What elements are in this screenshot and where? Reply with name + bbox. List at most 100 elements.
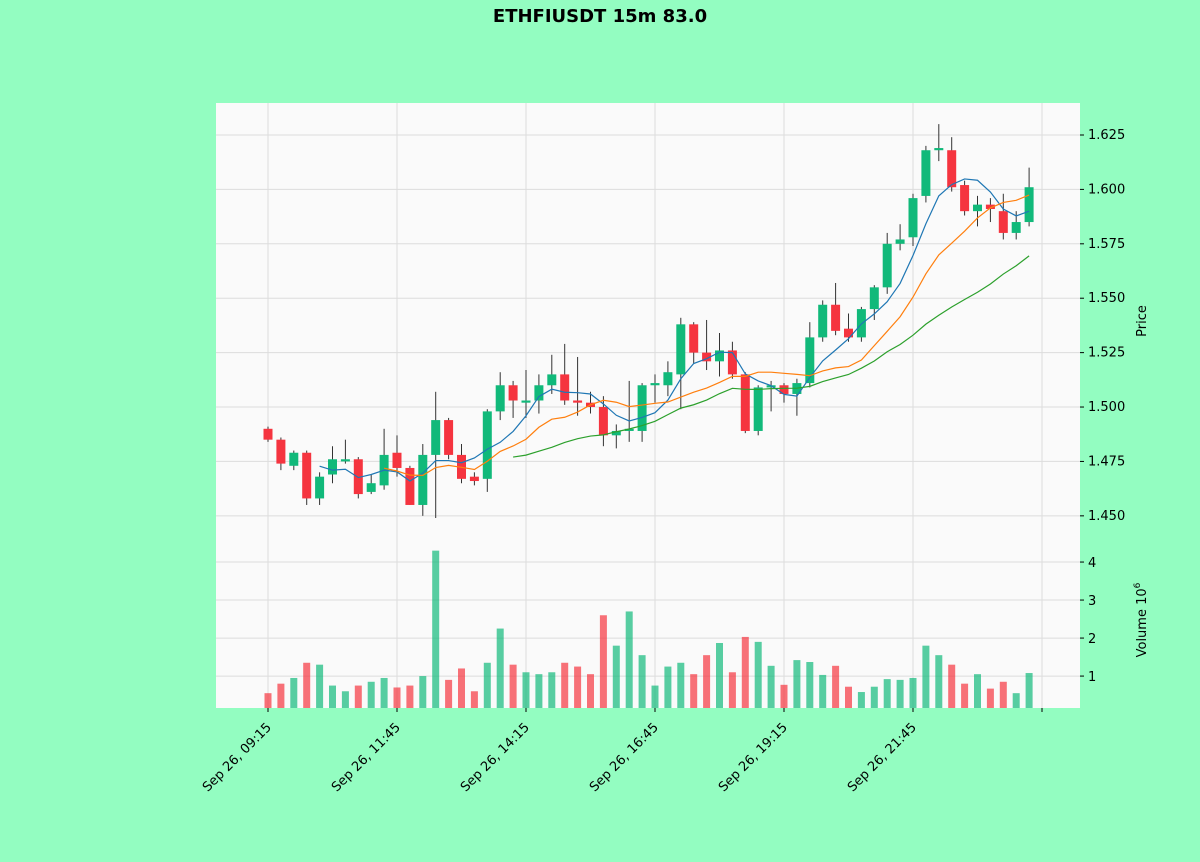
volume-bar [380, 677, 388, 708]
moving-average-line-5 [319, 178, 1030, 482]
volume-bar [393, 687, 401, 708]
candle-body [611, 430, 621, 436]
volume-tick-label: 3 [1088, 594, 1096, 609]
price-tick-label: 1.475 [1088, 454, 1125, 469]
volume-bar [961, 683, 969, 708]
candle-body [973, 204, 982, 212]
candle-body [444, 420, 454, 455]
volume-bar [909, 677, 917, 708]
candle-body [637, 385, 647, 431]
candle-body [482, 411, 492, 479]
plot-background [216, 103, 1080, 708]
candle-body [624, 428, 634, 431]
volume-bar [587, 674, 594, 708]
volume-bar [638, 655, 646, 708]
price-tick-label: 1.500 [1088, 400, 1125, 415]
candle-body [985, 204, 995, 209]
x-tick-label: Sep 26, 11:45 [329, 720, 404, 795]
candle-body [573, 400, 583, 403]
volume-tick-label: 4 [1088, 556, 1096, 571]
volume-bar [496, 628, 504, 708]
price-tick-label: 1.550 [1088, 291, 1125, 306]
candle-body [315, 476, 325, 499]
volume-axis-label: Volume 106 [1133, 582, 1150, 657]
volume-bar [690, 674, 698, 708]
volume-bar [703, 655, 711, 708]
volume-bar [354, 685, 362, 708]
candle-body [998, 211, 1008, 233]
volume-bar [896, 679, 904, 708]
volume-bar [522, 672, 530, 708]
volume-bar [264, 693, 272, 708]
candle-body [353, 459, 363, 495]
volume-bar [458, 668, 465, 708]
volume-bar [767, 665, 775, 708]
x-tick-label: Sep 26, 09:15 [200, 720, 275, 795]
volume-bar [986, 688, 994, 708]
price-tick-label: 1.450 [1088, 509, 1125, 524]
candle-body [805, 337, 815, 384]
candle-body [1011, 222, 1021, 233]
candle-body [469, 476, 479, 482]
candle-body [1024, 187, 1034, 223]
volume-bar [535, 674, 543, 708]
x-tick-label: Sep 26, 16:45 [587, 720, 662, 795]
candle-body [418, 454, 428, 505]
volume-bar [277, 683, 285, 708]
candle-body [340, 459, 350, 462]
volume-bar [1012, 693, 1020, 708]
price-tick-label: 1.525 [1088, 346, 1125, 361]
volume-tick-label: 1 [1088, 670, 1096, 685]
candle-body [818, 304, 828, 338]
volume-bar [974, 674, 981, 708]
candle-body [882, 243, 892, 288]
candle-body [702, 352, 712, 362]
volume-bar [483, 662, 491, 708]
volume-bar [419, 676, 427, 708]
candle-body [689, 324, 699, 353]
moving-average-line-20 [513, 255, 1030, 458]
candle-body [663, 372, 673, 386]
volume-bar [316, 664, 324, 708]
candle-body [598, 407, 608, 436]
x-tick-label: Sep 26, 19:15 [716, 720, 791, 795]
volume-bar [509, 664, 517, 708]
volume-bar [819, 674, 827, 708]
candle-body [521, 400, 531, 403]
volume-bar [806, 662, 814, 708]
volume-bar [303, 662, 311, 708]
volume-tick-label: 2 [1088, 632, 1096, 647]
volume-bar [548, 672, 556, 708]
volume-bar [406, 685, 414, 708]
candle-body [740, 374, 750, 431]
volume-bar [870, 686, 878, 708]
volume-bar [948, 664, 956, 708]
candle-body [921, 150, 931, 196]
volume-bar [367, 681, 375, 708]
volume-bar [445, 679, 453, 708]
volume-bar [341, 691, 349, 708]
candle-body [676, 324, 686, 375]
volume-bar [741, 636, 749, 708]
candle-body [779, 385, 789, 394]
candle-body [289, 452, 299, 466]
candle-body [960, 185, 970, 212]
candle-body [844, 328, 853, 338]
candle-body [753, 387, 763, 431]
candle-body [547, 374, 557, 386]
volume-bar [329, 685, 336, 708]
candle-body [715, 350, 724, 362]
volume-bar [625, 611, 633, 708]
volume-bar [883, 679, 891, 708]
candle-body [934, 148, 944, 151]
candle-body [895, 239, 905, 244]
volume-bar [432, 550, 440, 708]
candle-body [495, 385, 505, 412]
candle-body [405, 467, 415, 505]
x-tick-label: Sep 26, 14:15 [458, 720, 533, 795]
candle-body [302, 452, 312, 499]
x-tick-label: Sep 26, 21:45 [845, 720, 920, 795]
volume-bar [651, 685, 659, 708]
chart-title: ETHFIUSDT 15m 83.0 [492, 6, 708, 27]
